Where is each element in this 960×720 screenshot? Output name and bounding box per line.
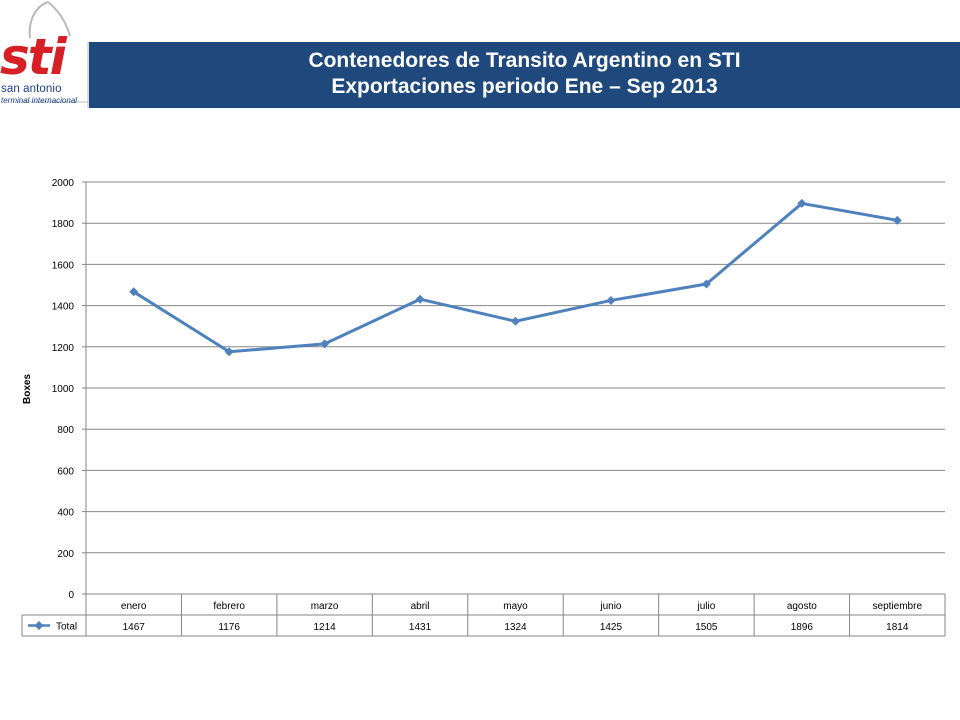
- legend-marker: [34, 621, 44, 630]
- y-tick-label: 0: [68, 590, 74, 601]
- y-tick-label: 1800: [52, 219, 75, 230]
- data-table-value: 1814: [886, 622, 909, 633]
- data-point-marker: [892, 215, 902, 225]
- logo-swoosh: [18, 1, 89, 108]
- data-point-marker: [415, 294, 425, 304]
- y-tick-label: 1200: [52, 343, 75, 354]
- data-table-value: 1431: [409, 622, 432, 633]
- data-point-marker: [511, 316, 520, 326]
- x-tick-label: agosto: [787, 601, 817, 612]
- y-tick-label: 600: [57, 466, 74, 477]
- page-title: Contenedores de Transito Argentino en ST…: [308, 49, 741, 72]
- data-point-marker: [320, 339, 330, 349]
- chart-series: [129, 198, 902, 357]
- y-tick-label: 400: [57, 508, 74, 519]
- y-tick-label: 1000: [52, 384, 75, 395]
- y-tick-label: 1400: [52, 302, 75, 313]
- data-table-value: 1896: [791, 622, 814, 633]
- x-tick-label: marzo: [311, 601, 339, 612]
- sti-logo: sti san antonio terminal internacional: [0, 0, 92, 112]
- legend-label: Total: [56, 622, 77, 633]
- x-tick-label: febrero: [213, 601, 245, 612]
- page-subtitle: Exportaciones periodo Ene – Sep 2013: [331, 75, 718, 98]
- data-table-value: 1467: [123, 622, 146, 633]
- chart-gridlines: [86, 181, 945, 595]
- x-tick-label: enero: [121, 601, 147, 612]
- x-tick-label: septiembre: [873, 601, 923, 612]
- data-point-marker: [129, 287, 139, 297]
- y-tick-label: 800: [57, 425, 74, 436]
- x-tick-label: julio: [696, 601, 715, 612]
- y-axis-label: Boxes: [22, 374, 33, 404]
- series-line-total: [132, 201, 898, 354]
- x-tick-label: abril: [411, 601, 430, 612]
- data-point-marker: [606, 295, 616, 305]
- logo-subtitle: san antonio: [1, 83, 62, 95]
- chart-axes: 0 200 400 600 800 1000 1200 1400 1600 1800 2000: [52, 178, 87, 601]
- y-tick-label: 1600: [52, 260, 75, 271]
- x-tick-label: mayo: [503, 601, 528, 612]
- data-table: enero 1467 febrero 1176 marzo 1214 abril 1431 ma…: [21, 593, 946, 637]
- data-table-value: 1214: [313, 622, 336, 633]
- x-tick-label: junio: [599, 601, 622, 612]
- data-table-value: 1324: [504, 622, 527, 633]
- data-table-value: 1425: [600, 622, 623, 633]
- y-tick-label: 2000: [52, 178, 75, 189]
- y-tick-label: 200: [57, 549, 74, 560]
- data-table-value: 1505: [695, 622, 718, 633]
- data-point-marker: [224, 347, 234, 357]
- data-point-marker: [701, 279, 711, 289]
- data-point-marker: [797, 198, 807, 208]
- data-table-value: 1176: [218, 622, 240, 633]
- logo-tagline: terminal internacional: [1, 96, 78, 105]
- title-banner: Contenedores de Transito Argentino en ST…: [89, 42, 960, 108]
- logo-word: sti: [0, 28, 67, 86]
